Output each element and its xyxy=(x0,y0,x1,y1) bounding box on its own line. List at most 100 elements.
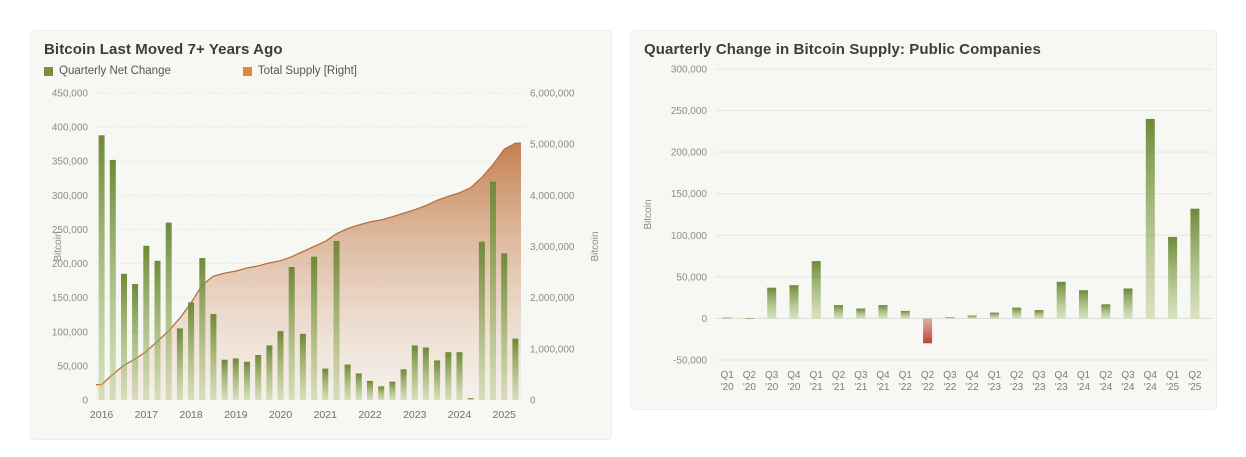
x-axis-year-label: 2020 xyxy=(269,409,293,421)
y-axis-tick-label: -50,000 xyxy=(673,356,707,367)
x-axis-quarter-label: Q3'22 xyxy=(943,370,957,393)
quarterly-bar xyxy=(490,181,496,400)
left-chart-legend: Quarterly Net Change Total Supply [Right… xyxy=(44,65,611,77)
positive-bar xyxy=(989,312,999,319)
card-bitcoin-last-moved: Bitcoin Last Moved 7+ Years Ago Quarterl… xyxy=(30,30,612,440)
quarterly-bar xyxy=(188,302,195,400)
card-public-companies: Quarterly Change in Bitcoin Supply: Publ… xyxy=(630,30,1217,410)
y-axis-tick-label: 300,000 xyxy=(671,65,708,76)
quarterly-bar xyxy=(232,358,239,400)
positive-bar xyxy=(722,317,732,319)
quarterly-bar xyxy=(434,360,441,400)
total-supply-line xyxy=(96,142,521,386)
x-axis-quarter-label: Q2'24 xyxy=(1099,370,1113,393)
x-axis-quarter-label: Q1'24 xyxy=(1077,370,1091,393)
left-axis-tick-label: 0 xyxy=(82,396,88,407)
quarterly-bar xyxy=(400,369,407,400)
positive-bar xyxy=(856,308,866,319)
x-axis-year-label: 2024 xyxy=(448,409,472,421)
positive-bar xyxy=(1168,236,1178,319)
x-axis-quarter-label: Q3'23 xyxy=(1032,370,1046,393)
quarterly-bar xyxy=(255,355,262,400)
positive-bar xyxy=(789,285,799,319)
combo-chart-quarterly-net-change-and-supply: 0 50,000 100,000 150,000 200,000 250,000 300,0… xyxy=(52,89,601,422)
legend-label: Quarterly Net Change xyxy=(59,65,171,77)
quarterly-bar xyxy=(456,352,463,400)
left-axis-tick-label: 50,000 xyxy=(57,361,88,372)
quarterly-bar xyxy=(389,381,396,400)
positive-bar xyxy=(1190,208,1200,319)
quarterly-bar xyxy=(154,260,161,400)
x-axis-quarter-label: Q1'21 xyxy=(810,370,824,393)
quarterly-bar xyxy=(132,284,139,400)
bar-chart-public-companies: -50,000 0 50,000 100,000 150,000 200,000 250,0… xyxy=(643,65,1212,393)
left-axis-tick-label: 250,000 xyxy=(52,225,89,236)
quarterly-bar xyxy=(221,359,228,400)
quarterly-bar xyxy=(98,135,105,401)
y-axis-tick-label: 250,000 xyxy=(671,106,708,117)
x-axis-quarter-label: Q3'24 xyxy=(1121,370,1135,393)
positive-bar xyxy=(1056,281,1066,319)
positive-bar xyxy=(967,315,977,319)
right-chart-title: Quarterly Change in Bitcoin Supply: Publ… xyxy=(644,41,1041,58)
quarterly-bar xyxy=(210,314,217,400)
x-axis-quarter-label: Q1'22 xyxy=(899,370,913,393)
x-axis-quarter-label: Q2'22 xyxy=(921,370,935,393)
positive-bar xyxy=(878,305,888,319)
quarterly-bar xyxy=(121,273,127,400)
legend-swatch-orange xyxy=(242,66,252,76)
y-axis-tick-label: 50,000 xyxy=(676,272,707,283)
positive-bar xyxy=(767,287,777,319)
x-axis-quarter-label: Q1'23 xyxy=(988,370,1002,393)
x-axis-year-label: 2017 xyxy=(135,409,159,421)
right-axis-tick-label: 4,000,000 xyxy=(530,191,575,202)
right-axis-title: Bitcoin xyxy=(590,231,601,261)
legend-label: Total Supply [Right] xyxy=(257,65,357,77)
quarterly-bar xyxy=(311,256,318,400)
left-axis-title: Bitcoin xyxy=(53,231,64,261)
quarterly-bar xyxy=(109,159,116,400)
negative-bar xyxy=(923,318,933,344)
x-axis-quarter-label: Q2'21 xyxy=(832,370,846,393)
positive-bar xyxy=(1079,290,1088,319)
x-axis-quarter-label: Q2'23 xyxy=(1010,370,1024,393)
quarterly-bar xyxy=(333,241,340,400)
positive-bar xyxy=(1012,307,1022,319)
positive-bar xyxy=(945,317,955,319)
positive-bar xyxy=(1034,310,1044,319)
quarterly-change-bars xyxy=(722,118,1200,344)
left-axis-tick-label: 350,000 xyxy=(52,157,89,168)
quarterly-bar xyxy=(378,386,385,400)
x-axis-quarter-label: Q4'24 xyxy=(1144,370,1158,393)
quarterly-bar xyxy=(501,253,508,400)
x-axis-quarter-label: Q4'21 xyxy=(876,370,890,393)
quarterly-bar xyxy=(445,352,452,400)
quarterly-bar xyxy=(411,345,418,400)
y-axis-tick-label: 0 xyxy=(701,314,707,325)
y-axis-tick-label: 150,000 xyxy=(671,189,708,200)
quarterly-bar xyxy=(165,222,172,400)
x-axis-year-label: 2022 xyxy=(358,409,382,421)
x-axis-quarter-label: Q4'22 xyxy=(965,370,979,393)
legend-item-quarterly-net-change: Quarterly Net Change xyxy=(44,65,171,77)
quarterly-bar xyxy=(288,267,295,400)
positive-bar xyxy=(900,310,910,319)
right-axis-tick-label: 1,000,000 xyxy=(530,344,575,355)
y-axis-title: Bitcoin xyxy=(643,199,654,229)
positive-bar xyxy=(744,318,754,319)
x-axis-quarter-label: Q1'25 xyxy=(1166,370,1180,393)
quarterly-bar xyxy=(244,361,250,400)
right-axis-tick-label: 0 xyxy=(530,396,536,407)
x-axis-year-label: 2019 xyxy=(224,409,248,421)
quarterly-bar xyxy=(512,338,519,400)
right-axis-tick-label: 5,000,000 xyxy=(530,140,575,151)
y-axis-tick-label: 200,000 xyxy=(671,148,708,159)
x-axis-quarter-label: Q3'20 xyxy=(765,370,779,393)
left-chart-title: Bitcoin Last Moved 7+ Years Ago xyxy=(44,41,283,58)
left-axis-tick-label: 300,000 xyxy=(52,191,89,202)
quarterly-bar xyxy=(478,241,485,400)
quarterly-bar xyxy=(176,328,183,400)
legend-swatch-green xyxy=(44,66,53,76)
x-axis-year-label: 2025 xyxy=(493,409,517,421)
quarterly-bar xyxy=(299,333,306,400)
